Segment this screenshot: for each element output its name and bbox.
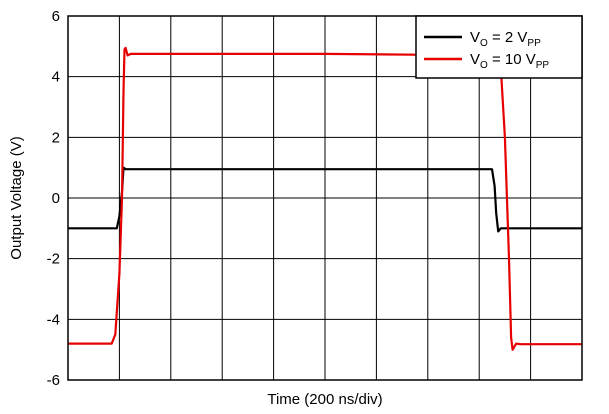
legend-box xyxy=(415,15,583,79)
y-tick-label-3: 0 xyxy=(52,190,60,207)
grid xyxy=(68,16,582,380)
y-axis-label: Output Voltage (V) xyxy=(8,136,25,259)
legend-label-1: VO = 10 VPP xyxy=(470,51,549,71)
y-tick-label-2: -2 xyxy=(47,251,60,268)
legend-label-0: VO = 2 VPP xyxy=(470,29,541,49)
x-axis-label: Time (200 ns/div) xyxy=(267,391,382,408)
series-layer xyxy=(68,46,582,351)
y-tick-label-5: 4 xyxy=(52,69,60,86)
plot-frame xyxy=(67,15,583,381)
series-line-1 xyxy=(68,46,582,351)
y-tick-label-0: -6 xyxy=(47,372,60,389)
y-tick-label-1: -4 xyxy=(47,311,60,328)
y-tick-label-6: 6 xyxy=(52,8,60,25)
y-tick-label-4: 2 xyxy=(52,129,60,146)
y-axis-ticks: -6 -4 -2 0 2 4 6 xyxy=(47,8,60,389)
